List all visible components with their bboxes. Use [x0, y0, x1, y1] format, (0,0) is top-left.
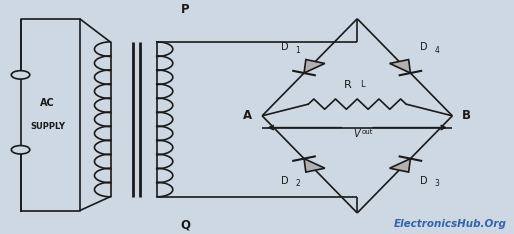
Text: 4: 4: [434, 46, 439, 55]
Text: P: P: [181, 3, 189, 16]
Text: R: R: [344, 80, 352, 90]
Text: D: D: [282, 42, 289, 52]
Text: out: out: [361, 129, 373, 135]
Text: AC: AC: [40, 98, 55, 108]
Text: SUPPLY: SUPPLY: [30, 122, 65, 131]
Polygon shape: [304, 159, 325, 172]
Text: ElectronicsHub.Org: ElectronicsHub.Org: [393, 219, 506, 229]
Polygon shape: [304, 60, 325, 73]
Text: V: V: [353, 129, 360, 139]
Text: L: L: [360, 80, 364, 89]
Text: D: D: [420, 176, 428, 186]
Text: Q: Q: [180, 218, 190, 231]
Circle shape: [11, 146, 30, 154]
Text: A: A: [243, 109, 252, 122]
Text: D: D: [282, 176, 289, 186]
Text: 3: 3: [434, 179, 439, 188]
Text: D: D: [420, 42, 428, 52]
Text: 1: 1: [295, 46, 300, 55]
Text: 2: 2: [295, 179, 300, 188]
Circle shape: [11, 71, 30, 79]
Text: B: B: [462, 109, 471, 122]
Polygon shape: [390, 60, 410, 73]
Polygon shape: [390, 159, 410, 172]
